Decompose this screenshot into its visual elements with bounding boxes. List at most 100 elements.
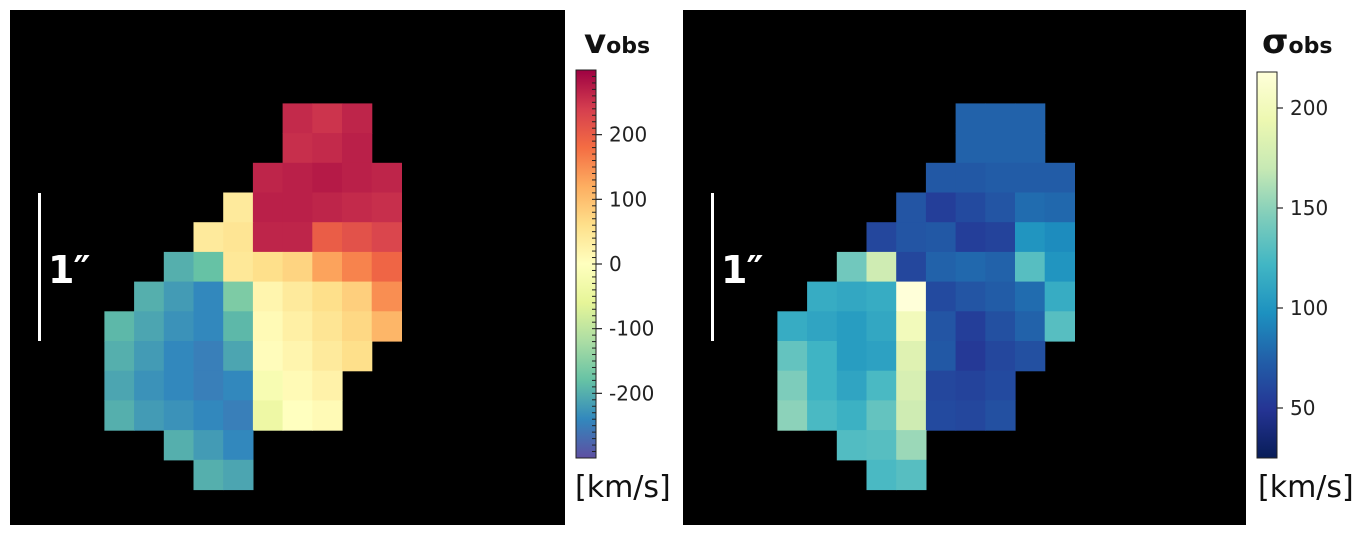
colorbar-title-subscript: obs xyxy=(1288,34,1333,59)
map-pixel xyxy=(1015,103,1046,134)
map-pixel xyxy=(836,341,868,372)
map-pixel xyxy=(282,370,313,401)
velocity-unit-label: [km/s] xyxy=(575,470,671,505)
map-pixel xyxy=(163,251,195,283)
map-pixel xyxy=(985,281,1016,312)
colorbar-gradient xyxy=(1256,71,1278,459)
map-pixel xyxy=(371,192,402,223)
map-pixel xyxy=(896,370,927,401)
map-pixel xyxy=(134,311,165,342)
map-pixel xyxy=(866,459,897,491)
scale-bar-label: 1″ xyxy=(721,248,763,292)
map-pixel xyxy=(342,103,373,134)
map-pixel xyxy=(777,341,808,372)
map-pixel xyxy=(104,341,135,372)
map-pixel xyxy=(252,341,284,372)
map-pixel xyxy=(312,103,343,134)
map-pixel xyxy=(252,162,284,194)
scale-bar xyxy=(38,193,41,341)
map-pixel xyxy=(836,400,868,431)
map-pixel xyxy=(342,162,373,194)
map-pixel xyxy=(1015,251,1046,283)
map-pixel xyxy=(282,162,313,194)
map-pixel xyxy=(252,370,284,401)
map-pixel xyxy=(925,311,957,342)
map-pixel xyxy=(223,370,254,401)
velocity-colorbar: 200 100 0 -100 -200 xyxy=(575,69,654,459)
map-pixel xyxy=(807,281,838,312)
map-pixel xyxy=(134,281,165,312)
map-pixel xyxy=(925,162,957,194)
map-pixel xyxy=(866,251,897,283)
map-pixel xyxy=(955,162,986,194)
map-pixel xyxy=(282,311,313,342)
colorbar-title-symbol: v xyxy=(584,22,607,62)
map-pixel xyxy=(866,281,897,312)
map-pixel xyxy=(1015,192,1046,223)
map-pixel xyxy=(282,133,313,164)
map-pixel xyxy=(193,281,224,312)
map-pixel xyxy=(1015,133,1046,164)
velocity-map-panel: 1″ xyxy=(10,10,565,525)
map-pixel xyxy=(955,311,986,342)
map-pixel xyxy=(312,251,343,283)
map-pixel xyxy=(836,370,868,401)
map-pixel xyxy=(955,281,986,312)
map-pixel xyxy=(866,222,897,253)
map-pixel xyxy=(371,222,402,253)
map-pixel xyxy=(312,281,343,312)
map-pixel xyxy=(866,341,897,372)
map-pixel xyxy=(807,400,838,431)
map-pixel xyxy=(223,222,254,253)
map-pixel xyxy=(985,103,1016,134)
map-pixel xyxy=(896,251,927,283)
dispersion-unit-label: [km/s] xyxy=(1258,470,1354,505)
map-pixel xyxy=(1015,162,1046,194)
map-pixel xyxy=(312,370,343,401)
map-pixel xyxy=(1044,192,1075,223)
map-pixel xyxy=(955,251,986,283)
velocity-colorbar-title: vobs xyxy=(584,22,650,62)
velocity-map xyxy=(104,103,402,491)
map-pixel xyxy=(925,400,957,431)
map-pixel xyxy=(1015,281,1046,312)
colorbar-tick-label: 50 xyxy=(1290,396,1315,420)
map-pixel xyxy=(985,192,1016,223)
map-pixel xyxy=(282,400,313,431)
map-pixel xyxy=(925,251,957,283)
map-pixel xyxy=(955,133,986,164)
map-pixel xyxy=(134,370,165,401)
map-pixel xyxy=(836,311,868,342)
map-pixel xyxy=(163,311,195,342)
colorbar-tick-label: 150 xyxy=(1290,196,1328,220)
map-pixel xyxy=(342,341,373,372)
map-pixel xyxy=(193,251,224,283)
map-pixel xyxy=(134,400,165,431)
map-pixel xyxy=(985,311,1016,342)
map-pixel xyxy=(252,222,284,253)
map-pixel xyxy=(896,459,927,491)
map-pixel xyxy=(985,222,1016,253)
map-pixel xyxy=(1044,311,1075,342)
map-pixel xyxy=(925,370,957,401)
map-pixel xyxy=(312,133,343,164)
colorbar-tick-label: 0 xyxy=(609,252,622,276)
map-pixel xyxy=(104,370,135,401)
map-pixel xyxy=(312,162,343,194)
map-pixel xyxy=(896,281,927,312)
map-pixel xyxy=(866,370,897,401)
map-pixel xyxy=(342,133,373,164)
map-pixel xyxy=(955,222,986,253)
map-pixel xyxy=(223,311,254,342)
map-pixel xyxy=(223,400,254,431)
map-pixel xyxy=(312,222,343,253)
map-pixel xyxy=(777,370,808,401)
map-pixel xyxy=(836,251,868,283)
map-pixel xyxy=(193,341,224,372)
map-pixel xyxy=(193,459,224,491)
map-pixel xyxy=(282,281,313,312)
dispersion-colorbar: 200 150 100 50 xyxy=(1256,71,1328,459)
map-pixel xyxy=(955,400,986,431)
map-pixel xyxy=(163,341,195,372)
map-pixel xyxy=(193,311,224,342)
